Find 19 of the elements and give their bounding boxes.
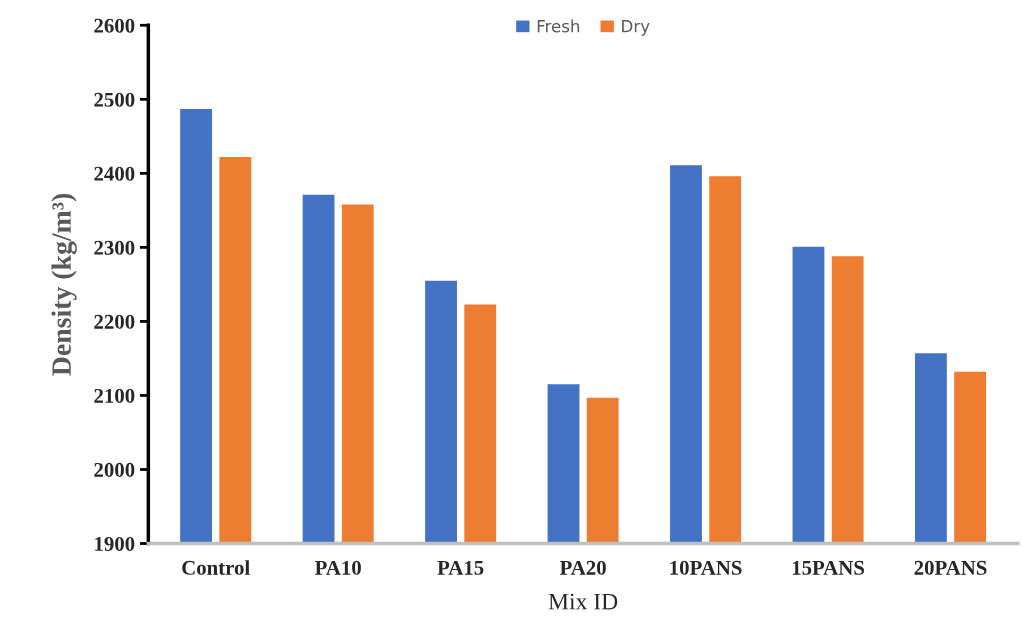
x-tick-label: Control (182, 560, 250, 575)
y-axis-title: Density (kg/m³) (51, 193, 77, 376)
y-tick-label: 2400 (94, 166, 135, 181)
y-tick-label: 2200 (94, 314, 135, 329)
x-tick-label: PA20 (559, 560, 606, 575)
x-axis-title: Mix ID (548, 593, 618, 610)
y-tick-label: 2500 (94, 92, 135, 107)
y-tick-label: 1900 (95, 536, 135, 551)
legend-label: Fresh (537, 19, 580, 33)
x-tick-label: PA10 (314, 560, 361, 575)
y-tick-label: 2100 (94, 388, 135, 403)
y-tick-label: 2000 (94, 462, 135, 477)
y-tick-label: 2300 (94, 240, 135, 255)
x-tick-label: PA15 (437, 560, 484, 575)
x-tick-label: 10PANS (670, 560, 742, 575)
x-tick-label: 20PANS (914, 560, 987, 575)
legend-label: Dry (622, 20, 650, 36)
x-tick-label: 15PANS (792, 560, 865, 575)
y-tick-label: 2600 (94, 18, 135, 33)
